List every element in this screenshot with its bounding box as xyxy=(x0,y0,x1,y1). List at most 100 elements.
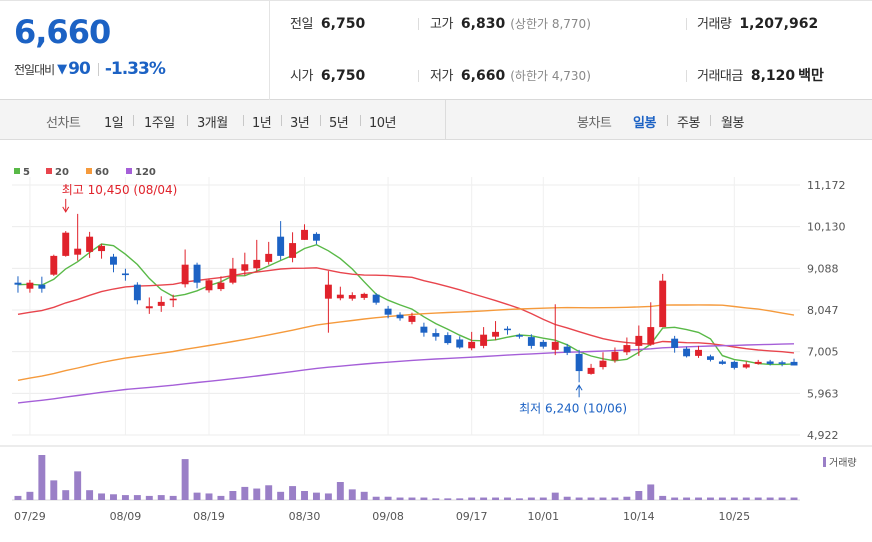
volume-bar xyxy=(289,486,297,500)
candle-body xyxy=(683,348,691,357)
volume-bar xyxy=(348,489,356,500)
volume-bar xyxy=(324,493,332,500)
x-tick-label: 10/25 xyxy=(718,510,750,523)
candle-body xyxy=(205,280,213,291)
volume-bar xyxy=(336,482,344,500)
tab-daily[interactable]: 일봉 xyxy=(633,116,656,131)
tab-weekly[interactable]: 주봉 xyxy=(677,116,700,131)
x-tick-label: 07/29 xyxy=(14,510,46,523)
candle-body xyxy=(706,356,714,360)
chart-grid xyxy=(0,177,872,501)
x-tick-label: 10/14 xyxy=(623,510,655,523)
candle-body xyxy=(217,282,225,290)
volume-bar xyxy=(50,480,58,500)
chart-legend: 5 20 60 120 xyxy=(14,167,156,178)
candle-body xyxy=(778,362,786,364)
divider xyxy=(445,100,446,140)
volume-bar xyxy=(420,497,428,500)
tab-3m[interactable]: 3개월 xyxy=(197,116,228,131)
candle-body xyxy=(50,255,58,275)
volume-bar xyxy=(205,493,213,500)
volume-bar xyxy=(301,491,308,500)
divider xyxy=(281,115,282,126)
volume-bar xyxy=(253,488,261,500)
tab-3y[interactable]: 3년 xyxy=(290,116,310,131)
volume-bar xyxy=(145,495,153,500)
legend-swatch xyxy=(14,168,20,174)
amount-label: 거래대금 xyxy=(697,69,743,84)
x-tick-label: 08/19 xyxy=(193,510,225,523)
volume-bar xyxy=(695,497,702,500)
tab-monthly[interactable]: 월봉 xyxy=(721,116,744,131)
volume-bar xyxy=(74,471,82,500)
volume-bar xyxy=(26,491,34,500)
tab-10y[interactable]: 10년 xyxy=(369,116,397,131)
volume-bar xyxy=(683,497,691,500)
y-axis: 11,172 10,130 9,088 8,047 7,005 5,963 4,922 xyxy=(807,179,846,442)
volume-bar xyxy=(551,492,559,500)
amount-unit: 백만 xyxy=(798,68,824,84)
candle-body xyxy=(324,284,332,299)
candle-body xyxy=(468,341,476,349)
price-chart[interactable]: 5 20 60 120 최고 10,450 (08/04) 최저 6,240 (10/0… xyxy=(0,160,872,542)
price-box: 6,660 전일대비 ▼ 90 -1.33% xyxy=(0,1,270,100)
legend-label: 20 xyxy=(55,167,69,178)
volume-bar xyxy=(86,490,94,500)
candle-body xyxy=(360,293,368,298)
volume-bar xyxy=(790,497,798,500)
divider xyxy=(187,115,188,126)
max-annotation: 최고 10,450 (08/04) xyxy=(62,183,178,197)
candle-body xyxy=(62,232,70,256)
candle-body xyxy=(384,308,392,315)
volume-bar xyxy=(372,496,380,500)
volume-bar xyxy=(432,498,440,500)
divider xyxy=(686,70,687,82)
candle-body xyxy=(396,314,404,319)
volume-bar xyxy=(504,497,511,500)
volume-bar xyxy=(659,495,667,500)
volume-label: 거래량 xyxy=(697,17,732,32)
tab-1d[interactable]: 1일 xyxy=(104,116,124,131)
volume-bar xyxy=(396,497,404,500)
change-label: 전일대비 xyxy=(14,62,55,77)
candle-body xyxy=(312,233,320,241)
candle-body xyxy=(420,326,428,333)
legend-label: 120 xyxy=(135,167,156,178)
tab-1w[interactable]: 1주일 xyxy=(144,116,175,131)
candle-body xyxy=(587,367,595,374)
candle-body xyxy=(253,259,261,269)
volume-bar xyxy=(515,498,523,500)
x-tick-label: 08/30 xyxy=(289,510,321,523)
amount-value: 8,120 xyxy=(750,68,796,84)
quote-panel: 6,660 전일대비 ▼ 90 -1.33% 전일 6,750 고가 6,830… xyxy=(0,0,872,100)
volume-bar xyxy=(217,495,225,500)
volume-bar xyxy=(492,497,500,500)
lower-limit: (하한가 4,730) xyxy=(510,69,591,83)
high-value: 6,830 xyxy=(460,16,506,32)
divider xyxy=(243,115,244,126)
current-price: 6,660 xyxy=(14,13,111,51)
chart-tabbar: 선차트 1일 1주일 3개월 1년 3년 5년 10년 봉차트 일봉 주봉 월봉 xyxy=(0,100,872,140)
candle-body xyxy=(98,245,106,252)
volume-legend-label: 거래량 xyxy=(829,457,857,469)
candle-body xyxy=(229,268,237,283)
volume-bar xyxy=(38,455,46,500)
candle-chart-label: 봉차트 xyxy=(577,116,612,131)
divider xyxy=(97,62,99,76)
volume-bar xyxy=(778,497,786,500)
volume-bars: 거래량 xyxy=(14,455,857,500)
candle-body xyxy=(289,243,297,258)
candle-body xyxy=(790,361,798,366)
legend-swatch xyxy=(46,168,52,174)
volume-bar xyxy=(229,491,237,500)
legend-swatch xyxy=(86,168,92,174)
tab-5y[interactable]: 5년 xyxy=(329,116,349,131)
candle-body xyxy=(671,338,679,348)
y-tick-label: 5,963 xyxy=(807,387,839,400)
volume-bar xyxy=(444,498,452,500)
candle-body xyxy=(635,335,643,346)
candle-body xyxy=(456,339,464,348)
candle-body xyxy=(504,328,511,331)
tab-1y[interactable]: 1년 xyxy=(252,116,272,131)
candle-body xyxy=(145,306,153,309)
